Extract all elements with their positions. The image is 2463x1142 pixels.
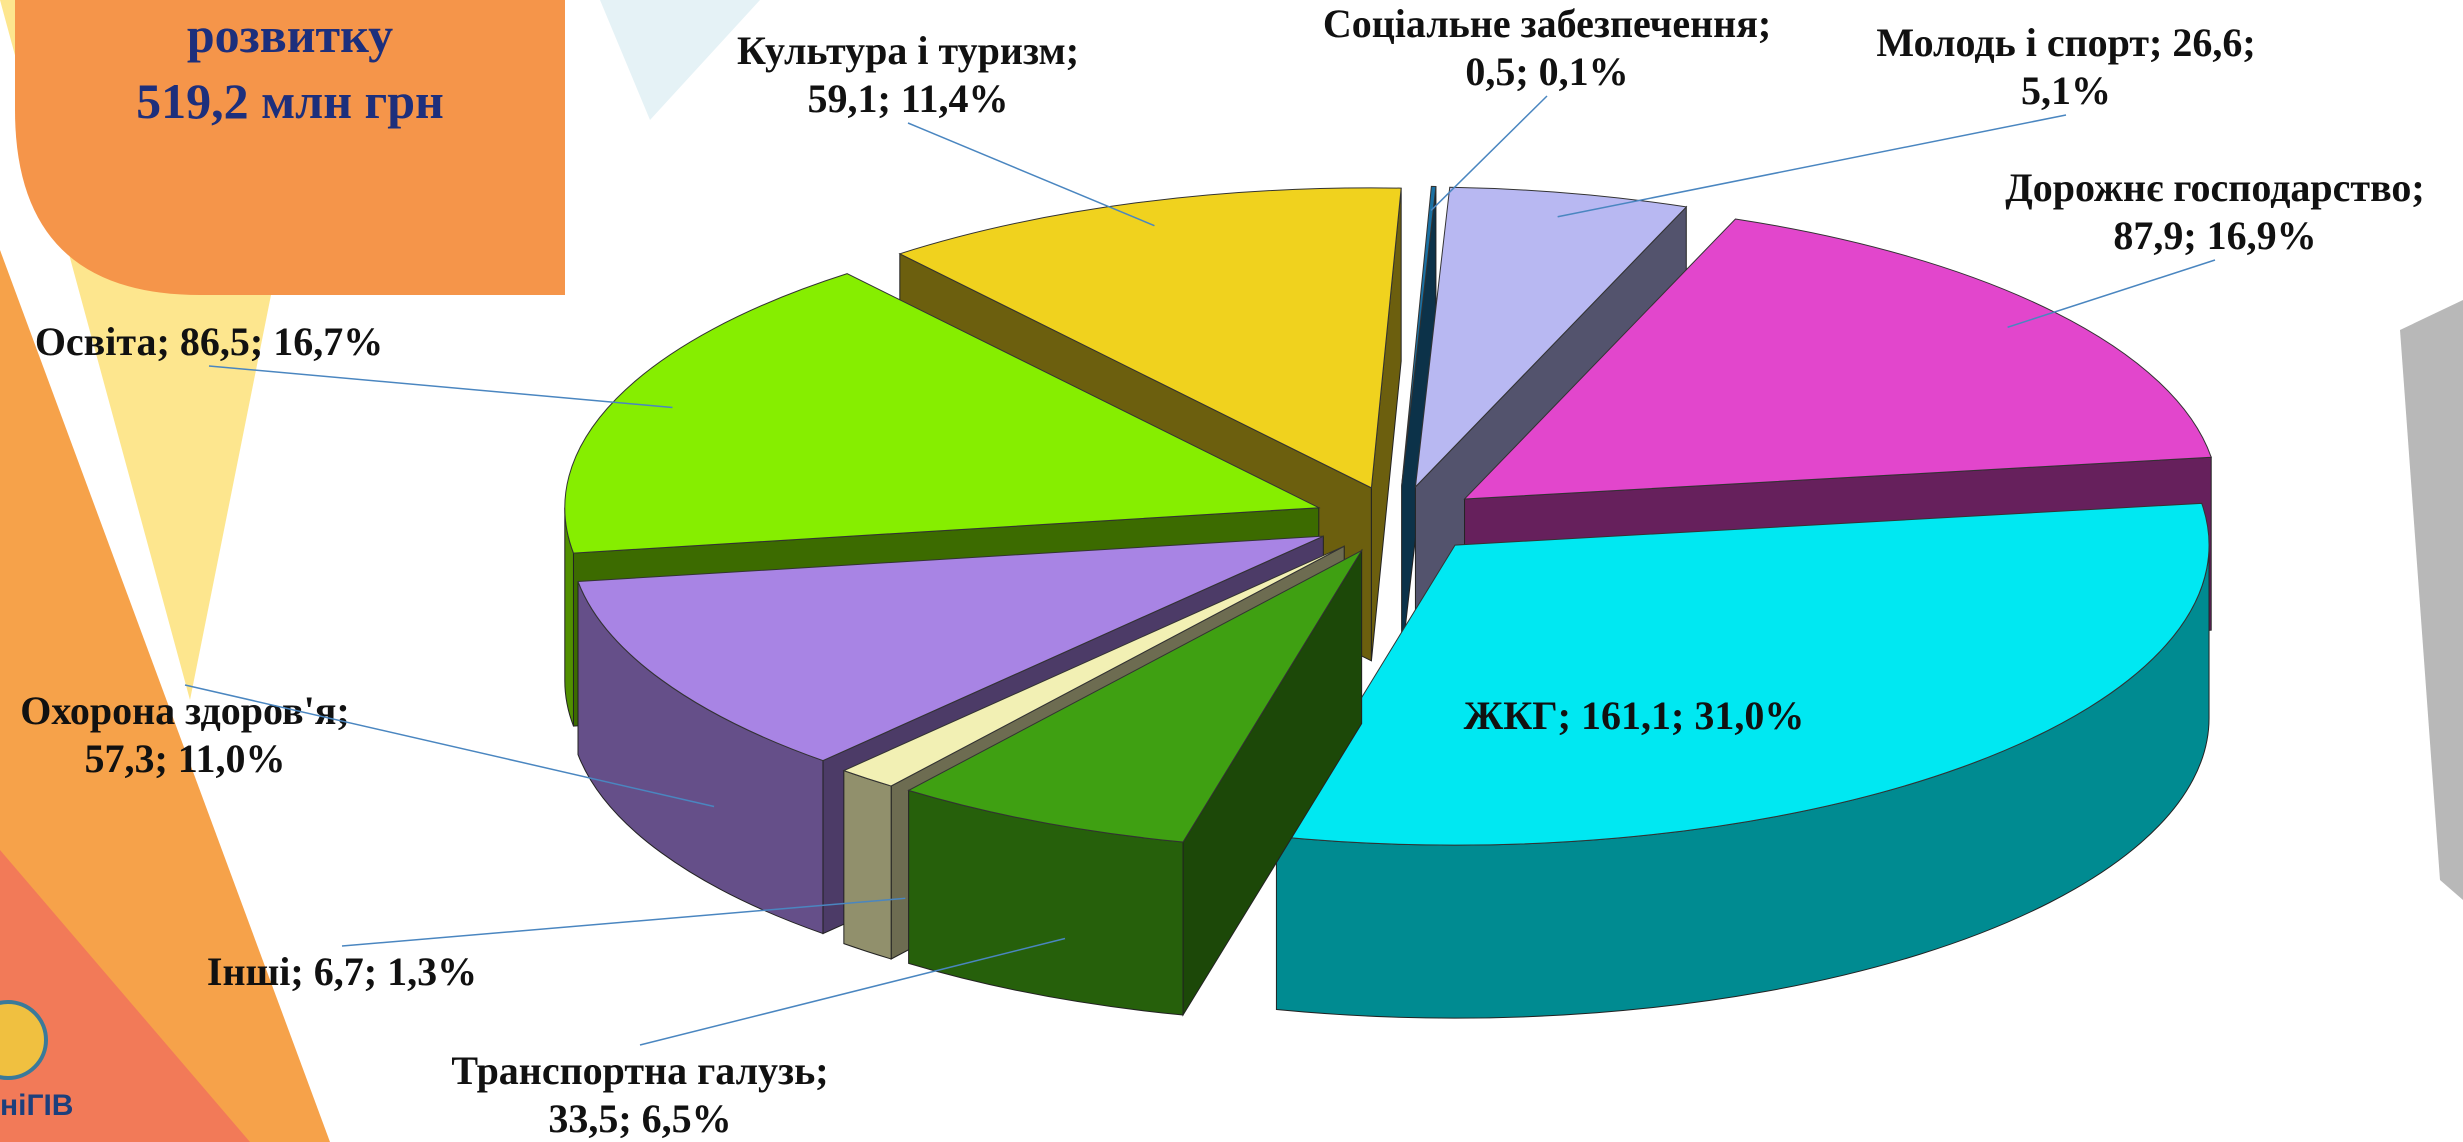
logo [0,1000,48,1080]
percent-label: 16,7% [273,319,383,364]
label-separator: ; [364,949,387,994]
label-separator: ; [1515,49,1538,94]
data-label: Транспортна галузь; [451,1048,828,1093]
subtitle: 519,2 млн грн [136,73,444,129]
label-name: Дорожнє господарство [2005,165,2411,210]
leader-line [184,684,715,808]
label-separator: ; [157,319,180,364]
decor-light [600,0,760,120]
slice [1414,186,1688,489]
slice [1275,502,2210,1019]
pie [564,185,2212,1019]
data-label: 33,5; 6,5% [548,1096,731,1141]
label-separator: ; [1758,1,1771,46]
labels: ЖКГ; 161,1; 31,0% Транспортна галузь; 33,… [20,1,2424,1141]
label-separator: ; [1671,693,1694,738]
percent-label: 6,5% [642,1096,732,1141]
percent-label: 11,0% [178,736,286,781]
data-label: Молодь і спорт; 26,6; [1876,20,2255,65]
label-separator: ; [2183,213,2206,258]
title: розвитку [187,7,393,63]
label-name: Транспортна галузь [451,1048,815,1093]
value-label: 59,1 [807,76,877,121]
label-name: Охорона здоров'я [20,688,336,733]
slice-outer-side [843,769,892,960]
data-label: Освіта; 86,5; 16,7% [35,319,383,364]
data-label: Інші; 6,7; 1,3% [207,949,477,994]
slice [577,535,1324,762]
value-label: 87,9 [2113,213,2183,258]
value-label: 33,5 [548,1096,618,1141]
label-name: Освіта [35,319,157,364]
slice [1275,502,2210,846]
data-label: ЖКГ; 161,1; 31,0% [1464,693,1805,738]
leader-line [1557,114,2067,218]
label-separator: ; [336,688,349,733]
label-name: ЖКГ [1464,693,1558,738]
data-label: Культура і туризм; [737,28,1079,73]
label-separator: ; [2411,165,2424,210]
value-label: 26,6 [2172,20,2242,65]
slice [898,187,1402,489]
decor-orange [0,250,330,1142]
leader-line [341,897,906,947]
label-separator: ; [290,949,313,994]
label-name: Культура і туризм [737,28,1066,73]
label-separator: ; [2149,20,2172,65]
data-label: 59,1; 11,4% [807,76,1008,121]
data-label: Охорона здоров'я; [20,688,349,733]
leader-line [907,122,1155,227]
leader-line [639,937,1066,1046]
label-separator: ; [154,736,177,781]
value-label: 57,3 [84,736,154,781]
data-label: 0,5; 0,1% [1465,49,1628,94]
slice [907,549,1364,843]
leader-line [208,365,673,409]
decor-gray [2400,300,2463,900]
slice [1401,185,1437,660]
value-label: 161,1 [1581,693,1671,738]
label-separator: ; [1066,28,1079,73]
slice [907,548,1364,1017]
data-label: Соціальне забезпечення; [1323,1,1771,46]
label-separator: ; [250,319,273,364]
label-name: Інші [207,949,291,994]
leader-line [1430,95,1548,211]
decor-red [0,850,250,1142]
label-separator: ; [1558,693,1581,738]
label-separator: ; [2242,20,2255,65]
percent-label: 5,1% [2021,68,2111,113]
title-box [15,0,565,295]
label-name: Соціальне забезпечення [1323,1,1758,46]
percent-label: 11,4% [901,76,1009,121]
percent-label: 16,9% [2207,213,2317,258]
data-label: 87,9; 16,9% [2113,213,2316,258]
label-separator: ; [877,76,900,121]
leader-line [2007,259,2216,328]
slice [842,545,1345,787]
slice [564,273,1321,554]
value-label: 6,7 [314,949,364,994]
percent-label: 1,3% [387,949,477,994]
percent-label: 31,0% [1694,693,1804,738]
label-name: Молодь і спорт [1876,20,2149,65]
value-label: 0,5 [1465,49,1515,94]
data-label: 57,3; 11,0% [84,736,285,781]
percent-label: 0,1% [1539,49,1629,94]
data-label: Дорожнє господарство; [2005,165,2424,210]
label-separator: ; [815,1048,828,1093]
slice [1401,185,1437,487]
label-separator: ; [618,1096,641,1141]
data-label: 5,1% [2021,68,2111,113]
logo-text: ніГІВ [0,1089,73,1122]
value-label: 86,5 [180,319,250,364]
